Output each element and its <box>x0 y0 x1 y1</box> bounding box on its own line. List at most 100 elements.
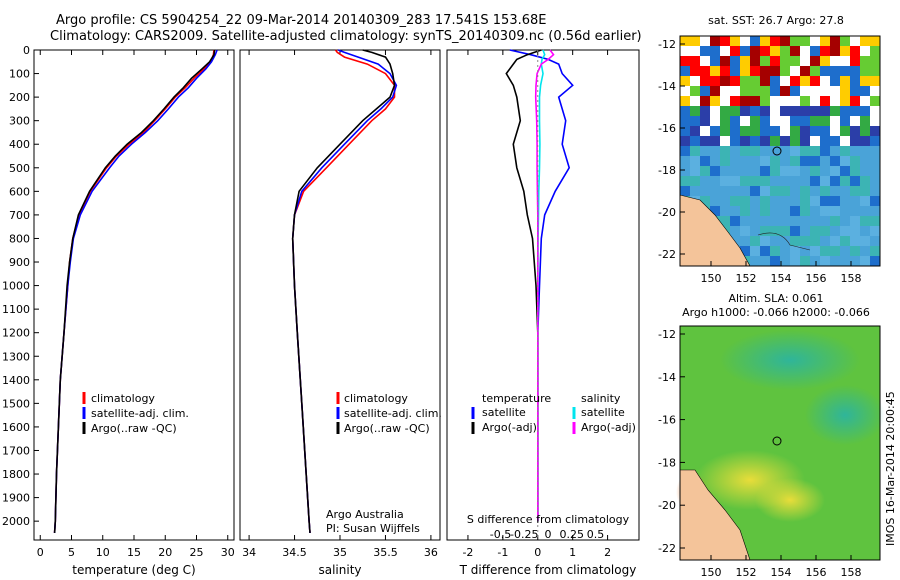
sst-cell <box>790 86 800 96</box>
sst-cell <box>680 106 690 116</box>
sst-cell <box>780 126 790 136</box>
sst-cell <box>700 86 710 96</box>
series-climatology <box>291 49 396 533</box>
sst-cell <box>820 66 830 76</box>
sst-cell <box>720 186 730 196</box>
sst-cell <box>760 226 770 236</box>
x-tick-label: 5 <box>68 546 75 559</box>
diff-legend-temp-satellite-label: satellite <box>482 406 526 419</box>
sst-cell <box>690 36 700 46</box>
sst-cell <box>700 186 710 196</box>
sst-cell <box>700 196 710 206</box>
sst-cell <box>840 236 850 246</box>
sst-cell <box>790 36 800 46</box>
sst-cell <box>780 136 790 146</box>
sst-cell <box>850 56 860 66</box>
sst-cell <box>800 176 810 186</box>
sst-cell <box>840 46 850 56</box>
sst-cell <box>800 156 810 166</box>
salinity-frame <box>239 49 441 541</box>
sst-cell <box>730 36 740 46</box>
sst-cell <box>770 136 780 146</box>
sst-cell <box>830 246 840 256</box>
sst-cell <box>750 66 760 76</box>
sst-cell <box>700 146 710 156</box>
sst-cell <box>760 186 770 196</box>
sst-cell <box>780 146 790 156</box>
sst-cell <box>800 146 810 156</box>
sst-cell <box>830 216 840 226</box>
sst-cell <box>780 56 790 66</box>
salinity-panel: 34 34.5 35 35.5 36 climatology satellite-adj… <box>239 49 442 577</box>
lon-tick-label: 152 <box>736 566 757 579</box>
sst-cell <box>770 156 780 166</box>
sst-cell <box>790 156 800 166</box>
sst-cell <box>770 86 780 96</box>
sst-cell <box>740 226 750 236</box>
sst-cell <box>830 166 840 176</box>
sst-cell <box>760 36 770 46</box>
y-tick-label: 900 <box>9 256 30 269</box>
sst-cell <box>840 76 850 86</box>
sst-cell <box>690 116 700 126</box>
sst-cell <box>860 176 870 186</box>
sst-cell <box>820 146 830 156</box>
sst-cell <box>680 136 690 146</box>
sst-cell <box>850 76 860 86</box>
sst-cell <box>870 56 880 66</box>
sst-cell <box>780 186 790 196</box>
sst-cell <box>830 156 840 166</box>
sst-cell <box>780 206 790 216</box>
sst-cell <box>750 256 760 266</box>
sst-cell <box>780 96 790 106</box>
sst-cell <box>840 136 850 146</box>
difference-lines <box>505 49 574 540</box>
sst-cell <box>760 156 770 166</box>
sst-cell <box>680 116 690 126</box>
sst-cell <box>870 166 880 176</box>
sst-cell <box>820 36 830 46</box>
lon-tick-label: 150 <box>701 566 722 579</box>
sst-cell <box>870 226 880 236</box>
sla-map[interactable] <box>676 325 885 561</box>
sst-cell <box>820 186 830 196</box>
sst-cell <box>690 156 700 166</box>
sst-cell <box>700 156 710 166</box>
difference-legend: temperature satellite Argo(-adj) salinit… <box>471 392 636 434</box>
sst-cell <box>790 136 800 146</box>
sst-cell <box>750 56 760 66</box>
sst-cell <box>830 96 840 106</box>
sst-cell <box>840 176 850 186</box>
series-climatology <box>53 49 215 533</box>
sst-cell <box>810 116 820 126</box>
sst-cell <box>850 206 860 216</box>
sst-cell <box>720 76 730 86</box>
sst-cell <box>810 186 820 196</box>
sst-cell <box>820 216 830 226</box>
sst-cell <box>750 146 760 156</box>
sst-cell <box>800 196 810 206</box>
sst-cell <box>710 116 720 126</box>
sst-cell <box>750 116 760 126</box>
sst-map[interactable] <box>679 35 881 267</box>
lat-tick-label: -20 <box>658 499 676 512</box>
sst-cell <box>830 86 840 96</box>
sst-cell <box>800 166 810 176</box>
sst-cell <box>870 146 880 156</box>
sst-cell <box>810 126 820 136</box>
sst-cell <box>830 106 840 116</box>
sst-cell <box>680 46 690 56</box>
annotation-argo-australia: Argo Australia <box>326 508 404 521</box>
sst-cell <box>860 246 870 256</box>
sst-cell <box>810 236 820 246</box>
lat-tick-label: -18 <box>658 164 676 177</box>
sst-cell <box>760 166 770 176</box>
sst-cell <box>860 156 870 166</box>
sst-cell <box>720 36 730 46</box>
sst-cell <box>690 86 700 96</box>
s-difference-label: S difference from climatology <box>467 513 630 526</box>
depth-axis: 0 5 10 15 20 25 300100200300400500600700800900… <box>2 44 235 559</box>
sst-cell <box>760 176 770 186</box>
sal-legend-climatology-label: climatology <box>344 392 408 405</box>
sst-map-frame <box>679 35 881 267</box>
